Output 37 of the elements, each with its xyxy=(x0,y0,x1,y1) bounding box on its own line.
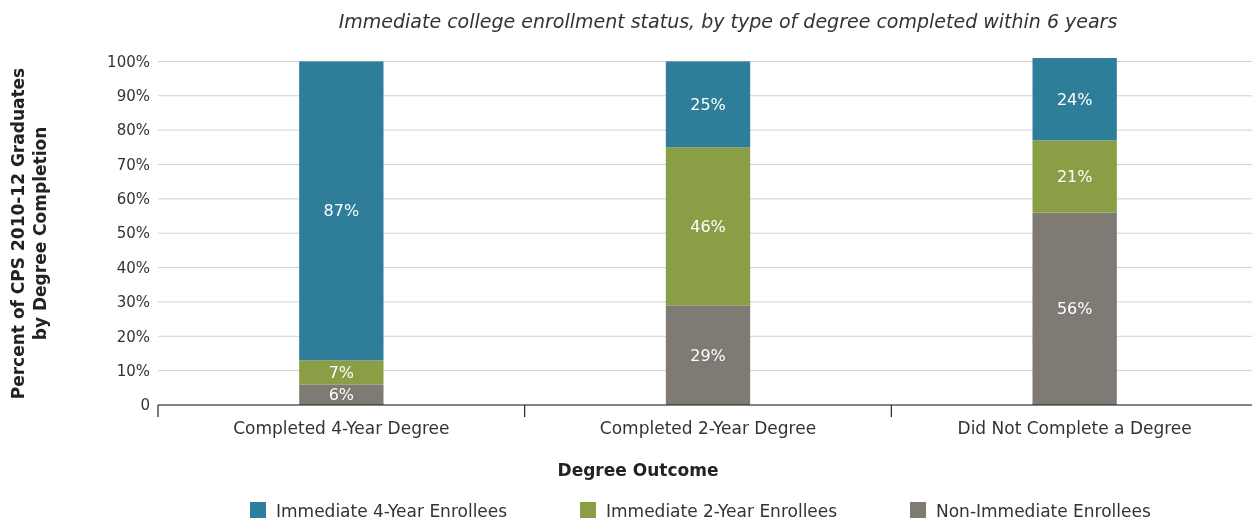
bar xyxy=(299,61,384,361)
legend-label: Non-Immediate Enrollees xyxy=(936,501,1151,521)
bar xyxy=(299,360,384,385)
data-label: 46% xyxy=(690,216,726,236)
y-tick-label: 20% xyxy=(116,327,150,346)
data-label: 21% xyxy=(1056,167,1093,187)
bar xyxy=(1032,212,1117,405)
y-tick-label: 90% xyxy=(116,87,150,106)
x-tick-label: Completed 2-Year Degree xyxy=(599,418,817,438)
data-label: 6% xyxy=(328,385,355,405)
data-label: 29% xyxy=(690,345,726,365)
y-tick-label: 10% xyxy=(116,361,150,380)
bar xyxy=(1032,140,1117,213)
y-tick-label: 0 xyxy=(140,396,150,415)
y-tick-label: 70% xyxy=(116,155,150,174)
data-label: 24% xyxy=(1056,89,1093,109)
y-tick-label: 50% xyxy=(116,224,150,243)
y-tick-label: 80% xyxy=(116,121,150,140)
x-axis-title: Degree Outcome xyxy=(557,460,719,480)
data-label: 56% xyxy=(1056,299,1093,319)
y-tick-label: 100% xyxy=(107,52,150,71)
chart-title: Immediate college enrollment status, by type of degree completed within 6 years xyxy=(338,10,1118,32)
x-tick-label: Did Not Complete a Degree xyxy=(957,418,1192,438)
bar xyxy=(665,147,751,306)
legend-label: Immediate 2-Year Enrollees xyxy=(606,501,838,521)
legend-label: Immediate 4-Year Enrollees xyxy=(276,501,508,521)
y-axis-title: Percent of CPS 2010-12 Graduates by Degree Completion xyxy=(8,67,50,400)
y-tick-label: 30% xyxy=(116,293,150,312)
data-label: 87% xyxy=(323,201,360,221)
data-label: 7% xyxy=(328,362,355,382)
y-tick-label: 40% xyxy=(116,258,150,277)
y-tick-label: 60% xyxy=(116,190,150,209)
data-label: 25% xyxy=(690,94,726,114)
bar xyxy=(665,305,751,405)
bar xyxy=(1032,58,1117,141)
x-tick-label: Completed 4-Year Degree xyxy=(233,418,450,438)
bar xyxy=(665,61,751,148)
